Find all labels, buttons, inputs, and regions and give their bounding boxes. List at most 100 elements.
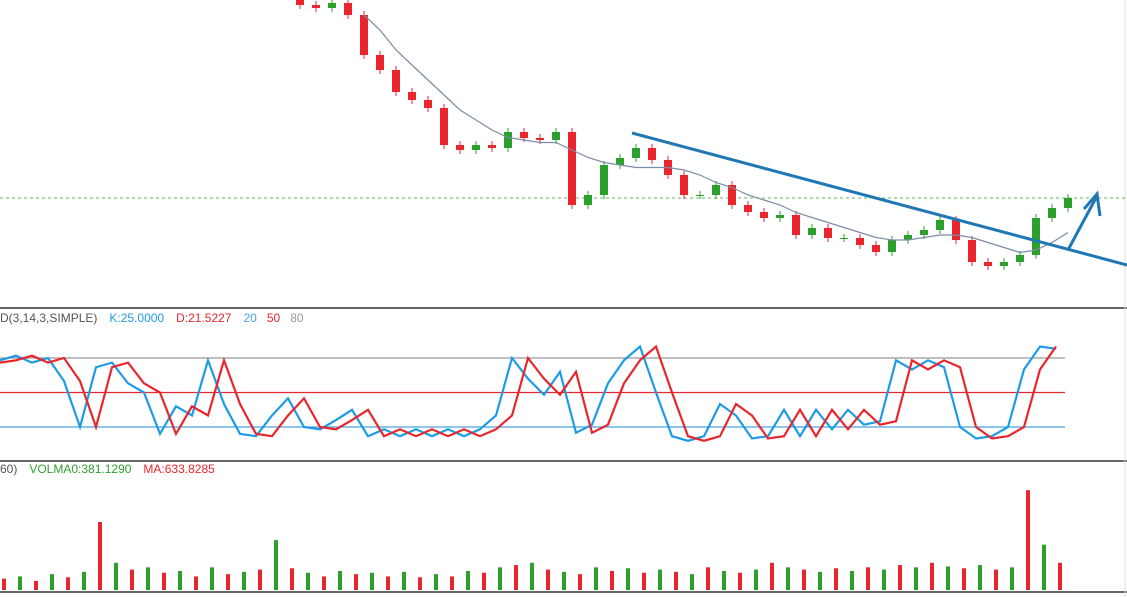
volume-bar	[658, 569, 662, 590]
candle-body	[648, 148, 656, 160]
volume-bar	[818, 571, 822, 590]
volume-bar	[130, 569, 134, 590]
volume-bar	[402, 571, 406, 590]
candle-body	[952, 220, 960, 240]
volume-bar	[562, 571, 566, 590]
level-label: 20	[243, 311, 257, 325]
candle-body	[888, 240, 896, 252]
moving-average	[363, 14, 1069, 254]
candle-body	[616, 158, 624, 165]
candle-body	[1000, 262, 1008, 266]
candle-body	[904, 235, 912, 240]
volume-bar	[1026, 490, 1030, 590]
candle-body	[760, 212, 768, 218]
candle-body	[1032, 218, 1040, 255]
candle-body	[520, 132, 528, 138]
legend-entry: K:25.0000	[109, 311, 164, 325]
candle-body	[424, 100, 432, 108]
volume-bar	[146, 567, 150, 590]
arrow-head	[1082, 190, 1102, 217]
volume-bar	[786, 567, 790, 590]
volume-bar	[322, 576, 326, 590]
volume-bar	[930, 562, 934, 590]
candle-body	[504, 132, 512, 148]
volume-bar	[754, 569, 758, 590]
volume-bar	[290, 568, 294, 590]
candle-body	[632, 148, 640, 158]
volume-bar	[1042, 544, 1046, 590]
volume-bar	[210, 567, 214, 590]
volume-bar	[898, 565, 902, 590]
legend-entry: D:21.5227	[176, 311, 232, 325]
candle-body	[776, 215, 784, 218]
volume-bar	[98, 521, 102, 590]
volume-bar	[626, 568, 630, 590]
candle-body	[600, 165, 608, 195]
candle-body	[936, 220, 944, 230]
volume-bar	[114, 562, 118, 590]
candle-body	[840, 238, 848, 239]
arrow	[1066, 195, 1099, 251]
volume-bar	[642, 572, 646, 590]
candle-body	[1064, 198, 1072, 208]
level-label: 80	[290, 311, 304, 325]
volume-bar	[418, 577, 422, 590]
volume-bar	[498, 567, 502, 590]
volume-bar	[834, 568, 838, 590]
volume-bar	[450, 576, 454, 590]
candle-body	[856, 238, 864, 245]
volume-bar	[2, 578, 6, 590]
volume-bar	[994, 569, 998, 590]
volume-bar	[242, 571, 246, 590]
candle-body	[392, 70, 400, 92]
volume-bar	[226, 574, 230, 590]
volume-bar	[1010, 567, 1014, 590]
volume-bar	[66, 577, 70, 590]
volume-bar	[178, 570, 182, 590]
volume-bar	[674, 571, 678, 590]
candle-body	[440, 108, 448, 145]
candle-body	[1048, 208, 1056, 218]
volume-bar	[194, 576, 198, 590]
volume-bar	[338, 570, 342, 590]
volume-bar	[514, 565, 518, 590]
level-label: 50	[267, 311, 281, 325]
volume-bar	[386, 576, 390, 590]
candle-body	[488, 145, 496, 148]
candle-body	[792, 215, 800, 235]
candle-body	[360, 15, 368, 55]
candle-body	[872, 245, 880, 252]
volume-bar	[546, 569, 550, 590]
trendline	[631, 131, 1127, 267]
candle-body	[376, 55, 384, 70]
candle-body	[920, 230, 928, 235]
volume-bar	[978, 565, 982, 590]
candle-body	[968, 240, 976, 262]
volume-bar	[722, 570, 726, 590]
candle-body	[808, 228, 816, 235]
candle-body	[328, 3, 336, 8]
volume-bar	[370, 572, 374, 590]
volume-bar	[82, 571, 86, 590]
candle-body	[744, 205, 752, 212]
candle-body	[824, 228, 832, 238]
volume-bar	[258, 569, 262, 590]
volume-bar	[306, 572, 310, 590]
volume-bar	[34, 580, 38, 590]
volume-bar	[914, 567, 918, 590]
volume-bar	[962, 568, 966, 590]
volume-bar	[162, 572, 166, 590]
legend-entry: D(3,14,3,SIMPLE)	[0, 311, 97, 325]
legend-entry: MA:633.8285	[143, 462, 215, 476]
volume-bar	[738, 572, 742, 590]
candle-body	[296, 0, 304, 5]
volume-bar	[850, 570, 854, 590]
candle-body	[568, 132, 576, 205]
volume-bar	[354, 574, 358, 590]
legend-entry: 60)	[0, 462, 17, 476]
candle-body	[1016, 255, 1024, 262]
oscillator-line	[0, 344, 1057, 442]
